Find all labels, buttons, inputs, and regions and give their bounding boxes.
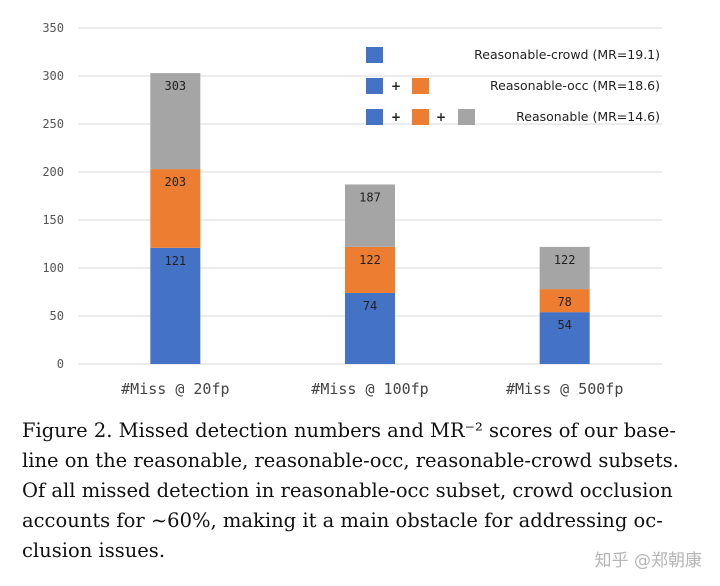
x-category-label: #Miss @ 100fp bbox=[311, 380, 428, 398]
legend-label: Reasonable-crowd (MR=19.1) bbox=[474, 47, 660, 62]
bar-value-label: 303 bbox=[164, 79, 186, 93]
legend-swatch bbox=[412, 78, 429, 94]
bar-segment bbox=[345, 246, 395, 293]
y-tick-label: 100 bbox=[42, 261, 64, 275]
legend-swatch bbox=[366, 109, 383, 125]
legend-plus: + bbox=[391, 110, 401, 124]
x-category-label: #Miss @ 20fp bbox=[121, 380, 229, 398]
caption-line: line on the reasonable, reasonable-occ, … bbox=[22, 449, 679, 472]
bar-segment bbox=[150, 169, 201, 248]
y-tick-label: 200 bbox=[42, 165, 64, 179]
bar-value-label: 78 bbox=[557, 295, 571, 309]
bar-segment bbox=[345, 292, 395, 364]
bar-segment bbox=[539, 289, 590, 313]
legend-swatch bbox=[458, 109, 475, 125]
bar-value-label: 121 bbox=[164, 254, 186, 268]
caption-line: Figure 2. Missed detection numbers and M… bbox=[22, 419, 676, 442]
bar-value-label: 54 bbox=[557, 318, 571, 332]
y-tick-label: 250 bbox=[42, 117, 64, 131]
bar-value-label: 74 bbox=[363, 299, 377, 313]
legend-swatch bbox=[366, 78, 383, 94]
y-tick-label: 50 bbox=[50, 309, 64, 323]
caption-line: Of all missed detection in reasonable-oc… bbox=[22, 479, 673, 502]
bars bbox=[150, 73, 590, 364]
y-tick-label: 150 bbox=[42, 213, 64, 227]
watermark: 知乎 @郑朝康 bbox=[594, 551, 702, 571]
caption-line: accounts for ∼60%, making it a main obst… bbox=[22, 509, 663, 532]
legend-plus: + bbox=[436, 110, 446, 124]
legend-label: Reasonable (MR=14.6) bbox=[516, 109, 660, 124]
legend-plus: + bbox=[391, 79, 401, 93]
bar-segment bbox=[150, 247, 201, 364]
bar-value-label: 122 bbox=[359, 253, 381, 267]
y-axis-ticks: 0 50 100 150 200 250 300 350 bbox=[42, 21, 64, 371]
y-tick-label: 350 bbox=[42, 21, 64, 35]
bar-segment bbox=[539, 246, 590, 290]
legend-label: Reasonable-occ (MR=18.6) bbox=[490, 78, 660, 93]
legend-swatch bbox=[366, 47, 383, 63]
caption-line: clusion issues. bbox=[22, 539, 166, 562]
figure-caption: Figure 2. Missed detection numbers and M… bbox=[22, 416, 702, 566]
x-axis-categories: #Miss @ 20fp #Miss @ 100fp #Miss @ 500fp bbox=[121, 380, 623, 398]
bar-segment bbox=[150, 73, 201, 170]
bar-labels: 121 203 303 74 122 187 54 78 122 bbox=[164, 79, 575, 332]
legend: Reasonable-crowd (MR=19.1) + Reasonable-oc… bbox=[366, 47, 660, 125]
y-tick-label: 300 bbox=[42, 69, 64, 83]
y-tick-label: 0 bbox=[57, 357, 64, 371]
stacked-bar-chart: 0 50 100 150 200 250 300 350 121 203 303 74 122 187 5… bbox=[42, 21, 662, 398]
bar-segment bbox=[539, 312, 590, 364]
bar-value-label: 122 bbox=[554, 253, 576, 267]
x-category-label: #Miss @ 500fp bbox=[506, 380, 623, 398]
bar-value-label: 187 bbox=[359, 190, 381, 204]
bar-value-label: 203 bbox=[164, 175, 186, 189]
bar-segment bbox=[345, 184, 395, 247]
legend-swatch bbox=[412, 109, 429, 125]
